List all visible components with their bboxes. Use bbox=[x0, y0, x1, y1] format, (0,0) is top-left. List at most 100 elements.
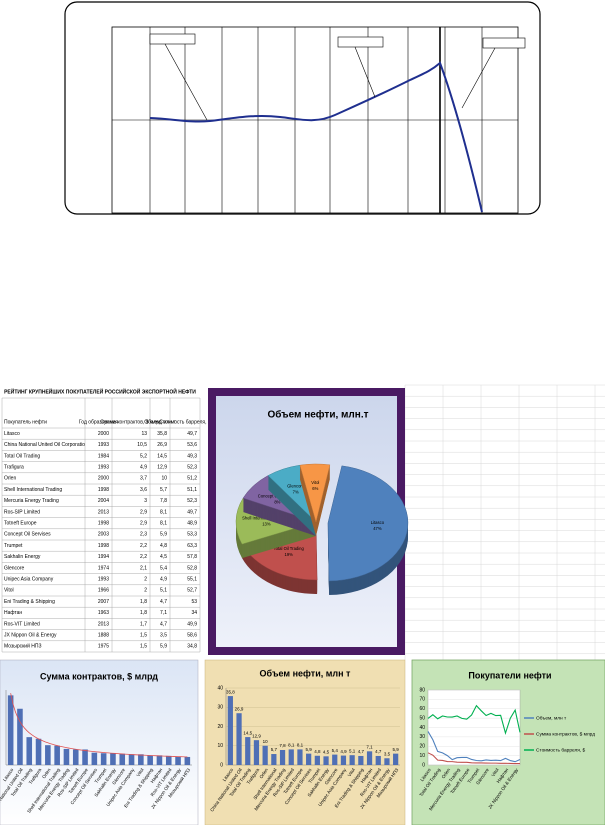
x-tick-label: Vitol bbox=[490, 767, 499, 777]
bar bbox=[340, 755, 347, 765]
data-label: 5,4 bbox=[332, 748, 339, 753]
bar bbox=[245, 737, 251, 765]
trendline bbox=[10, 693, 188, 758]
series-line bbox=[427, 704, 521, 736]
table-cell: 5,7 bbox=[160, 487, 167, 493]
top-figure bbox=[64, 1, 541, 215]
table-cell: 51,2 bbox=[187, 476, 197, 482]
table-cell: 1,7 bbox=[140, 621, 147, 627]
table-cell: Concept Oil Servises bbox=[4, 532, 51, 538]
data-label: 5,7 bbox=[271, 747, 278, 752]
series-line bbox=[427, 731, 521, 763]
y-tick-label: 0 bbox=[422, 762, 425, 768]
bar bbox=[17, 708, 23, 765]
table-cell: 1,8 bbox=[140, 610, 147, 616]
table-cell: Нафтан bbox=[4, 610, 22, 616]
bar bbox=[54, 745, 60, 765]
table-cell: 35,8 bbox=[157, 431, 167, 437]
bar bbox=[128, 754, 135, 765]
y-tick-label: 50 bbox=[419, 715, 425, 721]
table-cell: 1998 bbox=[98, 487, 109, 493]
bar bbox=[26, 737, 33, 765]
table-cell: 4,9 bbox=[140, 465, 147, 471]
table-cell: Eni Trading & Shipping bbox=[4, 599, 55, 605]
data-label: 7,8 bbox=[279, 743, 286, 748]
table-cell: 8,1 bbox=[160, 509, 167, 515]
y-tick-label: 0 bbox=[220, 762, 223, 768]
data-label: 5,1 bbox=[349, 748, 356, 753]
table-cell: Ros-SIP Limited bbox=[4, 509, 40, 515]
bar bbox=[297, 749, 303, 765]
table-cell: JX Nippon Oil & Energy bbox=[4, 633, 57, 639]
chart-bg bbox=[204, 659, 406, 825]
bar bbox=[227, 696, 233, 765]
table-cell: 2007 bbox=[98, 599, 109, 605]
table-cell: 2,1 bbox=[140, 565, 147, 571]
data-label: 4,8 bbox=[314, 749, 321, 754]
bar bbox=[184, 756, 191, 765]
table-cell: 1998 bbox=[98, 543, 109, 549]
slice-label: Total Oil Trading bbox=[274, 546, 305, 551]
table-cell: 2,3 bbox=[140, 532, 147, 538]
data-label: 5,9 bbox=[306, 747, 313, 752]
y-tick-label: 10 bbox=[217, 743, 223, 749]
table-cell: 1,8 bbox=[140, 599, 147, 605]
table-cell: 57,8 bbox=[187, 554, 197, 560]
bar bbox=[332, 754, 338, 765]
table-cell: 52,3 bbox=[187, 498, 197, 504]
x-tick-label: Orlen bbox=[441, 767, 452, 779]
table-header: Объем, млн т bbox=[144, 419, 176, 425]
table: РЕЙТИНГ КРУПНЕЙШИХ ПОКУПАТЕЛЕЙ РОССИЙСКО… bbox=[1, 387, 211, 653]
table-cell: 2,2 bbox=[140, 554, 147, 560]
table-cell: 1994 bbox=[98, 554, 109, 560]
chart-title: Объем нефти, млн.т bbox=[267, 409, 368, 421]
table-cell: 34,8 bbox=[187, 644, 197, 650]
data-label: 5,9 bbox=[393, 747, 400, 752]
table-cell: 3,5 bbox=[160, 633, 167, 639]
table-cell: 10 bbox=[161, 476, 167, 482]
data-label: 4,9 bbox=[340, 749, 347, 754]
table-cell: 1,5 bbox=[140, 644, 147, 650]
table-cell: 2013 bbox=[98, 621, 109, 627]
bar bbox=[100, 753, 107, 765]
bar bbox=[393, 753, 399, 765]
y-tick-label: 40 bbox=[419, 725, 425, 731]
table-cell: 1963 bbox=[98, 610, 109, 616]
bar bbox=[262, 745, 268, 765]
frame bbox=[64, 1, 541, 215]
table-cell: 3,6 bbox=[140, 487, 147, 493]
slice-value: 8% bbox=[274, 500, 280, 505]
table-cell: 63,3 bbox=[187, 543, 197, 549]
table-cell: 34 bbox=[191, 610, 197, 616]
bar bbox=[72, 749, 79, 765]
slice-value: 13% bbox=[262, 521, 271, 526]
bar bbox=[358, 755, 364, 765]
legend-label: Стоимость барреля, $ bbox=[536, 747, 586, 753]
table-header: Стоимость барреля, $ bbox=[159, 419, 211, 425]
table-cell: 52,3 bbox=[187, 465, 197, 471]
table-header: Сумма контрактов, $ млрд bbox=[100, 419, 162, 425]
table-header: Год образования bbox=[79, 419, 118, 425]
table-cell: 4,5 bbox=[160, 554, 167, 560]
table-cell: 53,6 bbox=[187, 442, 197, 448]
table-cell: 5,4 bbox=[160, 565, 167, 571]
table-cell: 2004 bbox=[98, 498, 109, 504]
table-cell: 58,6 bbox=[187, 633, 197, 639]
bar bbox=[349, 755, 355, 765]
bar bbox=[138, 754, 144, 765]
table-cell: 49,7 bbox=[187, 431, 197, 437]
table-cell: 2000 bbox=[98, 476, 109, 482]
y-tick-label: 10 bbox=[419, 753, 425, 759]
table-cell: 2,9 bbox=[140, 521, 147, 527]
data-label: 3,5 bbox=[384, 751, 391, 756]
data-label: 4,5 bbox=[323, 750, 330, 755]
table-cell: 52,8 bbox=[187, 565, 197, 571]
table-cell: 1974 bbox=[98, 565, 109, 571]
bar bbox=[175, 756, 181, 765]
table-cell: 3 bbox=[144, 498, 147, 504]
y-tick-label: 60 bbox=[419, 706, 425, 712]
table-cell: 1993 bbox=[98, 577, 109, 583]
table-cell: Shell International Trading bbox=[4, 487, 62, 493]
pie-slice bbox=[299, 463, 331, 523]
slice-value: 47% bbox=[373, 526, 382, 531]
